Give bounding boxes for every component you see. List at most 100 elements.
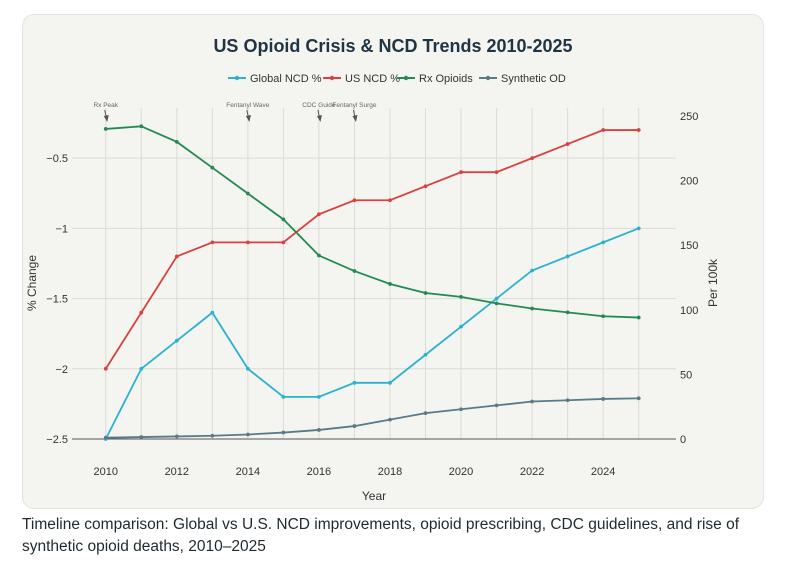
y-tick-label-left: −1.5	[46, 294, 68, 306]
data-point	[530, 156, 535, 161]
data-point	[245, 366, 250, 371]
x-tick-label: 2018	[378, 466, 402, 478]
series-line-us-ncd-	[104, 129, 639, 370]
data-point	[388, 417, 392, 422]
data-point	[139, 124, 144, 129]
legend: Global NCD % US NCD % Rx Opioids Synthetic …	[228, 73, 566, 85]
y-tick-label-left: −2	[55, 364, 68, 376]
chart-card	[22, 14, 764, 509]
data-point	[210, 433, 215, 438]
y-tick-label-right: 200	[680, 176, 698, 188]
data-point	[210, 240, 215, 245]
data-point	[565, 398, 570, 403]
x-tick-label: 2022	[520, 466, 544, 478]
series-line-rx-opioids	[105, 125, 639, 319]
annotation-label: Fentanyl Surge	[332, 102, 376, 109]
chart-title: US Opioid Crisis & NCD Trends 2010-2025	[213, 36, 572, 56]
data-point	[423, 352, 428, 357]
data-point	[281, 240, 286, 245]
annotation-arrowhead	[352, 115, 358, 122]
data-point	[317, 212, 321, 217]
y-tick-label-right: 150	[680, 240, 698, 252]
series-line-global-ncd-	[104, 227, 640, 440]
data-point	[494, 170, 499, 175]
chart-caption: Timeline comparison: Global vs U.S. NCD …	[22, 516, 740, 555]
data-point	[530, 399, 535, 404]
data-point	[636, 396, 641, 401]
data-point	[530, 268, 535, 273]
x-tick-label: 2016	[307, 466, 331, 478]
y-tick-label-right: 50	[680, 369, 692, 381]
data-point	[459, 324, 463, 329]
data-point	[601, 128, 606, 132]
y-tick-label-left: −0.5	[46, 153, 68, 165]
data-point	[565, 254, 570, 259]
y-axis-label-right: Per 100k	[706, 258, 720, 307]
data-point	[281, 430, 286, 435]
legend-marker	[234, 75, 240, 81]
data-point	[281, 394, 286, 399]
annotation-arrowhead	[103, 115, 109, 122]
data-point	[388, 282, 392, 286]
y-tick-label-left: −1	[55, 223, 68, 235]
data-point	[352, 269, 357, 273]
data-point	[317, 394, 321, 399]
data-point	[174, 139, 179, 144]
legend-marker	[329, 75, 335, 81]
data-point	[423, 411, 428, 416]
data-point	[636, 315, 641, 320]
legend-marker	[403, 75, 409, 81]
data-point	[139, 310, 144, 315]
y-tick-label-left: −2.5	[46, 434, 68, 446]
x-tick-label: 2024	[591, 466, 615, 478]
data-point	[423, 184, 428, 189]
data-point	[139, 366, 144, 371]
data-point	[388, 380, 392, 385]
data-point	[139, 435, 144, 439]
data-point	[103, 435, 108, 440]
legend-label: Rx Opioids	[419, 73, 473, 85]
data-point	[565, 142, 570, 146]
data-point	[459, 407, 463, 412]
x-tick-label: 2010	[94, 466, 118, 478]
data-point	[459, 170, 463, 175]
y-axis-label-left: % Change	[25, 255, 39, 311]
data-point	[103, 127, 108, 131]
annotation-arrowhead	[245, 115, 251, 122]
data-point	[174, 254, 179, 259]
legend-label: US NCD %	[345, 73, 400, 85]
data-point	[423, 291, 428, 295]
data-point	[245, 191, 250, 196]
data-point	[388, 198, 392, 203]
legend-marker	[485, 75, 491, 81]
data-point	[636, 226, 641, 231]
data-point	[636, 128, 641, 132]
data-point	[352, 198, 357, 203]
x-tick-label: 2012	[165, 466, 189, 478]
data-point	[601, 397, 606, 401]
data-point	[210, 310, 215, 315]
data-point	[317, 253, 321, 258]
series-lines	[103, 124, 641, 441]
data-point	[103, 366, 108, 371]
data-point	[601, 240, 606, 245]
data-point	[494, 301, 499, 306]
grid	[72, 108, 676, 440]
data-point	[281, 217, 286, 222]
line-chart: US Opioid Crisis & NCD Trends 2010-2025 …	[25, 36, 720, 503]
x-axis-label: Year	[362, 489, 386, 503]
annotation-label: Fentanyl Wave	[226, 102, 269, 109]
data-point	[565, 310, 570, 315]
y-tick-label-right: 0	[680, 434, 686, 446]
data-point	[459, 294, 463, 299]
series-line-synthetic-od	[105, 397, 639, 439]
data-point	[352, 380, 357, 385]
data-point	[352, 424, 357, 428]
y-tick-label-right: 100	[680, 305, 698, 317]
y-tick-label-right: 250	[680, 111, 698, 123]
data-point	[494, 403, 499, 408]
data-point	[494, 296, 499, 301]
axes: 2010 2012 2014 2016 2018 2020 2022 2024 −0.5 −1 −1…	[46, 111, 698, 478]
data-point	[317, 428, 321, 432]
